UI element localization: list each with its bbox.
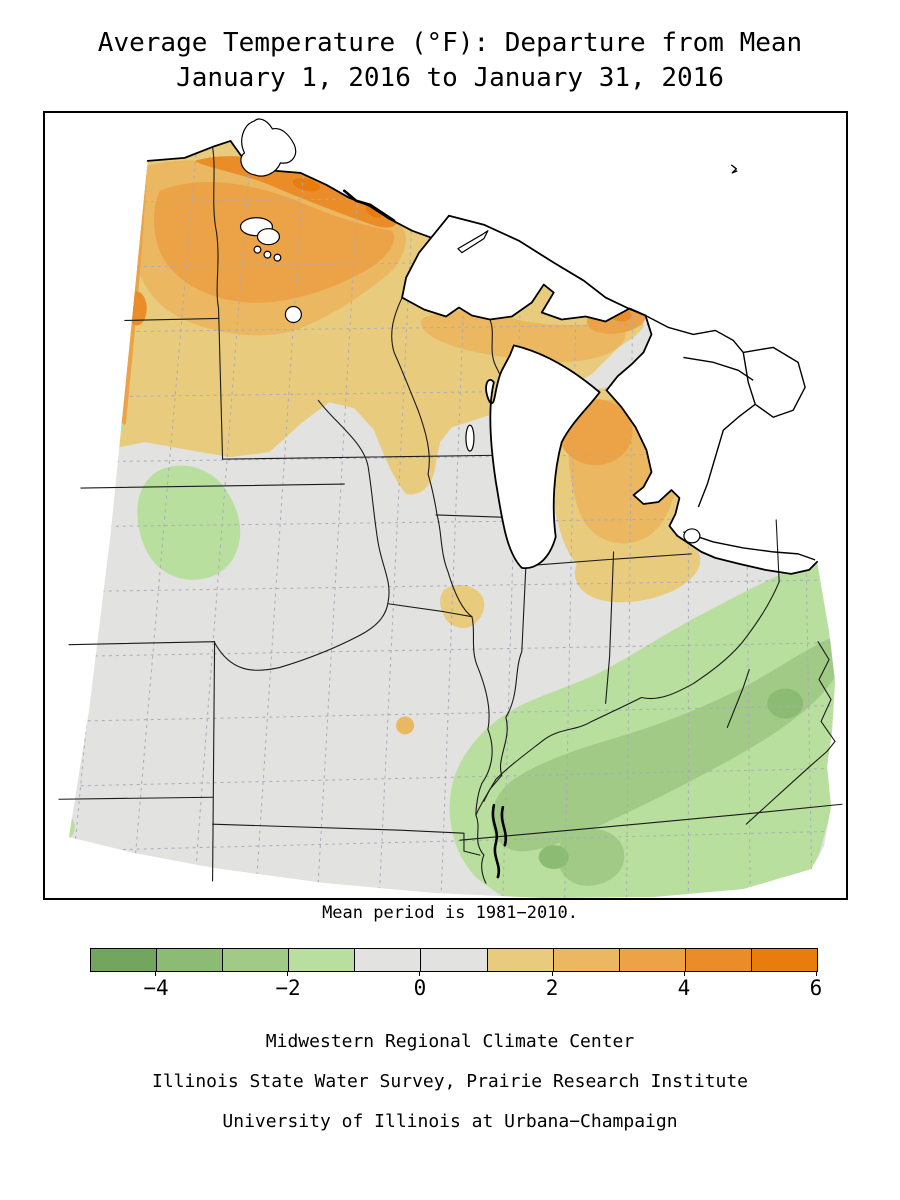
- colorbar-cell--5to-4: [91, 949, 157, 971]
- border-mn-wi: [391, 296, 438, 516]
- border-ne-ks: [68, 641, 216, 646]
- border-in-oh: [605, 551, 615, 705]
- footer-credits: Midwestern Regional Climate Center Illin…: [0, 1022, 900, 1142]
- cool-spot-sw: [68, 813, 75, 842]
- colorbar-label-−2: −2: [275, 976, 301, 1000]
- title-line-2: January 1, 2016 to January 31, 2016: [176, 63, 724, 93]
- border-mo-ar: [212, 823, 481, 856]
- colorbar-label-−4: −4: [143, 976, 169, 1000]
- lake-of-the-woods: [240, 118, 297, 177]
- colorbar-tick: [815, 971, 817, 976]
- cool-region-minus2-tn: [557, 828, 625, 886]
- border-ks-ok: [58, 796, 214, 800]
- border-mi-in-oh: [525, 553, 692, 567]
- colorbar-cell-5to6: [750, 949, 818, 971]
- michigan-east-coast: [605, 389, 703, 553]
- colorbar-label-0: 0: [413, 976, 427, 1000]
- colorbar-tick: [551, 971, 553, 976]
- lake-superior: [401, 214, 647, 323]
- border-wv-va: [817, 641, 836, 742]
- border-ks-mo: [212, 641, 216, 882]
- border-wv-ky: [726, 669, 750, 728]
- state-borders: [58, 140, 843, 884]
- isle-royale: [457, 230, 489, 254]
- colorbar-labels: −4 −2 0 2 4 6: [90, 976, 822, 1002]
- colorbar-tick: [155, 971, 157, 976]
- ohio-river: [475, 581, 780, 816]
- bruce-peninsula: [697, 403, 756, 508]
- colorbar-cell--3to-2: [222, 949, 289, 971]
- warm-region-plus2-up: [421, 311, 626, 363]
- cool-spot-tn: [538, 845, 569, 870]
- island-north: [730, 164, 738, 174]
- warm-region-plus4-border: [194, 156, 397, 228]
- colorbar-cell--2to-1: [288, 949, 355, 971]
- rainy-lake: [342, 189, 396, 223]
- footer-line-3: University of Illinois at Urbana−Champai…: [222, 1111, 678, 1132]
- map-canvas: [58, 118, 843, 898]
- border-ky-tn: [459, 803, 843, 841]
- canada-border: [146, 140, 450, 240]
- st-marys-coast: [605, 314, 653, 392]
- border-sd-ne: [80, 483, 345, 489]
- border-ia-mo: [387, 603, 473, 618]
- colorbar-cell--1to0: [354, 949, 421, 971]
- lake-st-clair: [683, 528, 701, 544]
- lake-michigan: [485, 344, 601, 570]
- mille-lacs-lake: [284, 305, 302, 324]
- erie-south-shore: [700, 550, 818, 575]
- colorbar-label-6: 6: [809, 976, 823, 1000]
- erie-north-shore: [683, 531, 816, 561]
- lake-barkley: [500, 805, 508, 847]
- cool-spot-wv: [767, 688, 804, 719]
- colorbar-cell-0to1: [420, 949, 487, 971]
- lake-winnebago: [465, 424, 475, 452]
- colorbar-cell--4to-3: [156, 949, 223, 971]
- manitoulin-island: [683, 356, 754, 381]
- map-caption: Mean period is 1981−2010.: [322, 903, 578, 923]
- title-line-1: Average Temperature (°F): Departure from…: [97, 28, 803, 58]
- cool-spot-west-edge: [109, 420, 124, 435]
- colorbar-label-2: 2: [545, 976, 559, 1000]
- border-wi-mi: [489, 318, 504, 381]
- footer-line-1: Midwestern Regional Climate Center: [265, 1031, 635, 1052]
- colorbar-tick: [419, 971, 421, 976]
- cool-region-nw-iowa: [137, 465, 241, 580]
- missouri-river: [214, 399, 390, 671]
- lake-winnibigoshish: [263, 250, 272, 259]
- map-frame: [43, 111, 848, 900]
- colorbar-tick: [683, 971, 685, 976]
- lake-leech: [273, 253, 282, 262]
- huron-north-shore: [645, 314, 744, 353]
- colorbar-cell-4to5: [684, 949, 751, 971]
- colorbar-label-4: 4: [677, 976, 691, 1000]
- georgian-bay: [742, 346, 806, 418]
- footer-line-2: Illinois State Water Survey, Prairie Res…: [151, 1071, 749, 1092]
- warm-spot-stlouis: [396, 716, 415, 735]
- colorbar: [90, 948, 818, 972]
- kentucky-lake: [491, 803, 501, 879]
- border-nd-sd: [124, 317, 220, 322]
- border-ky-va: [745, 740, 836, 825]
- warm-spot-plus5-a: [292, 178, 320, 192]
- colorbar-ticks: [90, 971, 817, 977]
- colorbar-cell-1to2: [486, 949, 553, 971]
- border-nd-mn: [212, 146, 224, 460]
- colorbar-tick: [287, 971, 289, 976]
- colorbar-cell-2to3: [552, 949, 619, 971]
- lakes-layer: [239, 118, 818, 879]
- border-il-in: [483, 567, 527, 802]
- mississippi-river-upper: [436, 514, 493, 884]
- lower-red-lake: [256, 228, 281, 246]
- lake-cass: [253, 245, 262, 254]
- colorbar-cell-3to4: [618, 949, 685, 971]
- figure-title: Average Temperature (°F): Departure from…: [0, 26, 900, 96]
- cool-region-minus2: [491, 639, 836, 852]
